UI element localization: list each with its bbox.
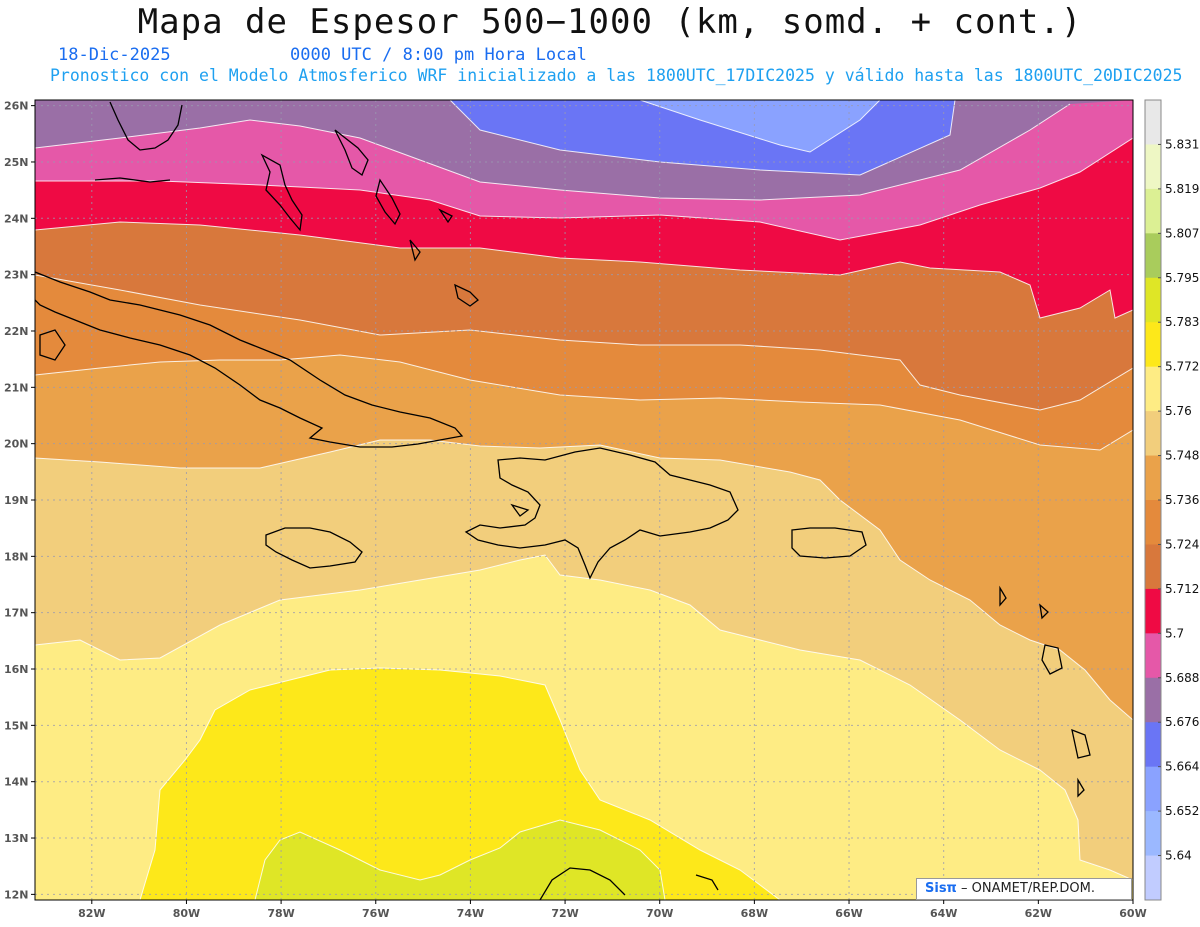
forecast-time: 0000 UTC / 8:00 pm Hora Local <box>290 45 587 65</box>
band-5.652 <box>640 100 880 152</box>
lon-label: 70W <box>646 907 673 920</box>
colorbar-swatch <box>1145 366 1161 412</box>
lat-label: 15N <box>4 719 29 732</box>
lat-label: 26N <box>4 100 29 113</box>
colorbar-swatch <box>1145 233 1161 279</box>
lat-label: 19N <box>4 494 29 507</box>
colorbar-swatch <box>1145 677 1161 723</box>
lon-label: 72W <box>551 907 578 920</box>
colorbar-swatch <box>1145 188 1161 234</box>
colorbar-label: 5.772 <box>1165 360 1199 374</box>
colorbar-swatch <box>1145 144 1161 190</box>
lat-label: 25N <box>4 156 29 169</box>
colorbar-label: 5.736 <box>1165 493 1199 507</box>
colorbar-label: 5.819 <box>1165 182 1199 196</box>
map-title: Mapa de Espesor 500−1000 (km, somd. + co… <box>137 2 1083 42</box>
lat-label: 24N <box>4 212 29 225</box>
lon-label: 78W <box>267 907 294 920</box>
colorbar-label: 5.795 <box>1165 271 1199 285</box>
colorbar-swatch <box>1145 811 1161 857</box>
colorbar-swatch <box>1145 411 1161 457</box>
credit-box: Sisπ – ONAMET/REP.DOM. <box>916 878 1132 900</box>
colorbar-label: 5.688 <box>1165 671 1199 685</box>
lon-label: 62W <box>1025 907 1052 920</box>
latitude-labels: 26N 25N 24N 23N 22N 21N 20N 19N 18N 17N 16N 15N 14N 1… <box>4 100 35 901</box>
lat-label: 23N <box>4 269 29 282</box>
colorbar-label: 5.676 <box>1165 715 1199 729</box>
colorbar-swatch <box>1145 855 1161 901</box>
colorbar-label: 5.64 <box>1165 849 1192 863</box>
colorbar-label: 5.712 <box>1165 582 1199 596</box>
colorbar-label: 5.652 <box>1165 804 1199 818</box>
colorbar-swatch <box>1145 277 1161 323</box>
lon-label: 66W <box>835 907 862 920</box>
lat-label: 21N <box>4 381 29 394</box>
lat-label: 18N <box>4 550 29 563</box>
forecast-date: 18-Dic-2025 <box>58 45 171 65</box>
colorbar-label: 5.807 <box>1165 226 1199 240</box>
lat-label: 12N <box>4 888 29 901</box>
colorbar-label: 5.783 <box>1165 315 1199 329</box>
lon-label: 64W <box>930 907 957 920</box>
colorbar-label: 5.7 <box>1165 626 1184 640</box>
lat-label: 20N <box>4 438 29 451</box>
colorbar-label: 5.724 <box>1165 537 1199 551</box>
lat-label: 14N <box>4 776 29 789</box>
colorbar-swatch <box>1145 322 1161 368</box>
lon-label: 80W <box>173 907 200 920</box>
graticule <box>35 100 1133 900</box>
colorbar-swatch <box>1145 100 1161 145</box>
colorbar: 5.831 5.819 5.807 5.795 5.783 5.772 5.76 5.748 5… <box>1144 99 1199 901</box>
longitude-labels: 82W 80W 78W 76W 74W 72W 70W 68W 66W 64W 62W 60W <box>78 900 1147 920</box>
coastlines <box>35 101 1091 900</box>
credit-text: – ONAMET/REP.DOM. <box>956 881 1095 896</box>
colorbar-label: 5.76 <box>1165 404 1192 418</box>
colorbar-swatch <box>1145 588 1161 634</box>
colorbar-swatch <box>1145 633 1161 679</box>
colorbar-label: 5.664 <box>1165 760 1199 774</box>
lat-label: 16N <box>4 663 29 676</box>
colorbar-swatch <box>1145 722 1161 768</box>
credit-brand: Sisπ <box>925 881 957 896</box>
colorbar-label: 5.748 <box>1165 449 1199 463</box>
lon-label: 82W <box>78 907 105 920</box>
lon-label: 76W <box>362 907 389 920</box>
contour-fill <box>35 100 1133 900</box>
lat-label: 22N <box>4 325 29 338</box>
colorbar-swatch <box>1145 766 1161 812</box>
colorbar-swatch <box>1145 455 1161 501</box>
lat-label: 13N <box>4 832 29 845</box>
colorbar-label: 5.831 <box>1165 137 1199 151</box>
colorbar-swatch <box>1145 500 1161 545</box>
lon-label: 74W <box>457 907 484 920</box>
lat-label: 17N <box>4 607 29 620</box>
forecast-description: Pronostico con el Modelo Atmosferico WRF… <box>50 66 1183 85</box>
lon-label: 68W <box>741 907 768 920</box>
lon-label: 60W <box>1119 907 1146 920</box>
band-5.783 <box>255 820 665 900</box>
colorbar-swatch <box>1145 544 1161 590</box>
